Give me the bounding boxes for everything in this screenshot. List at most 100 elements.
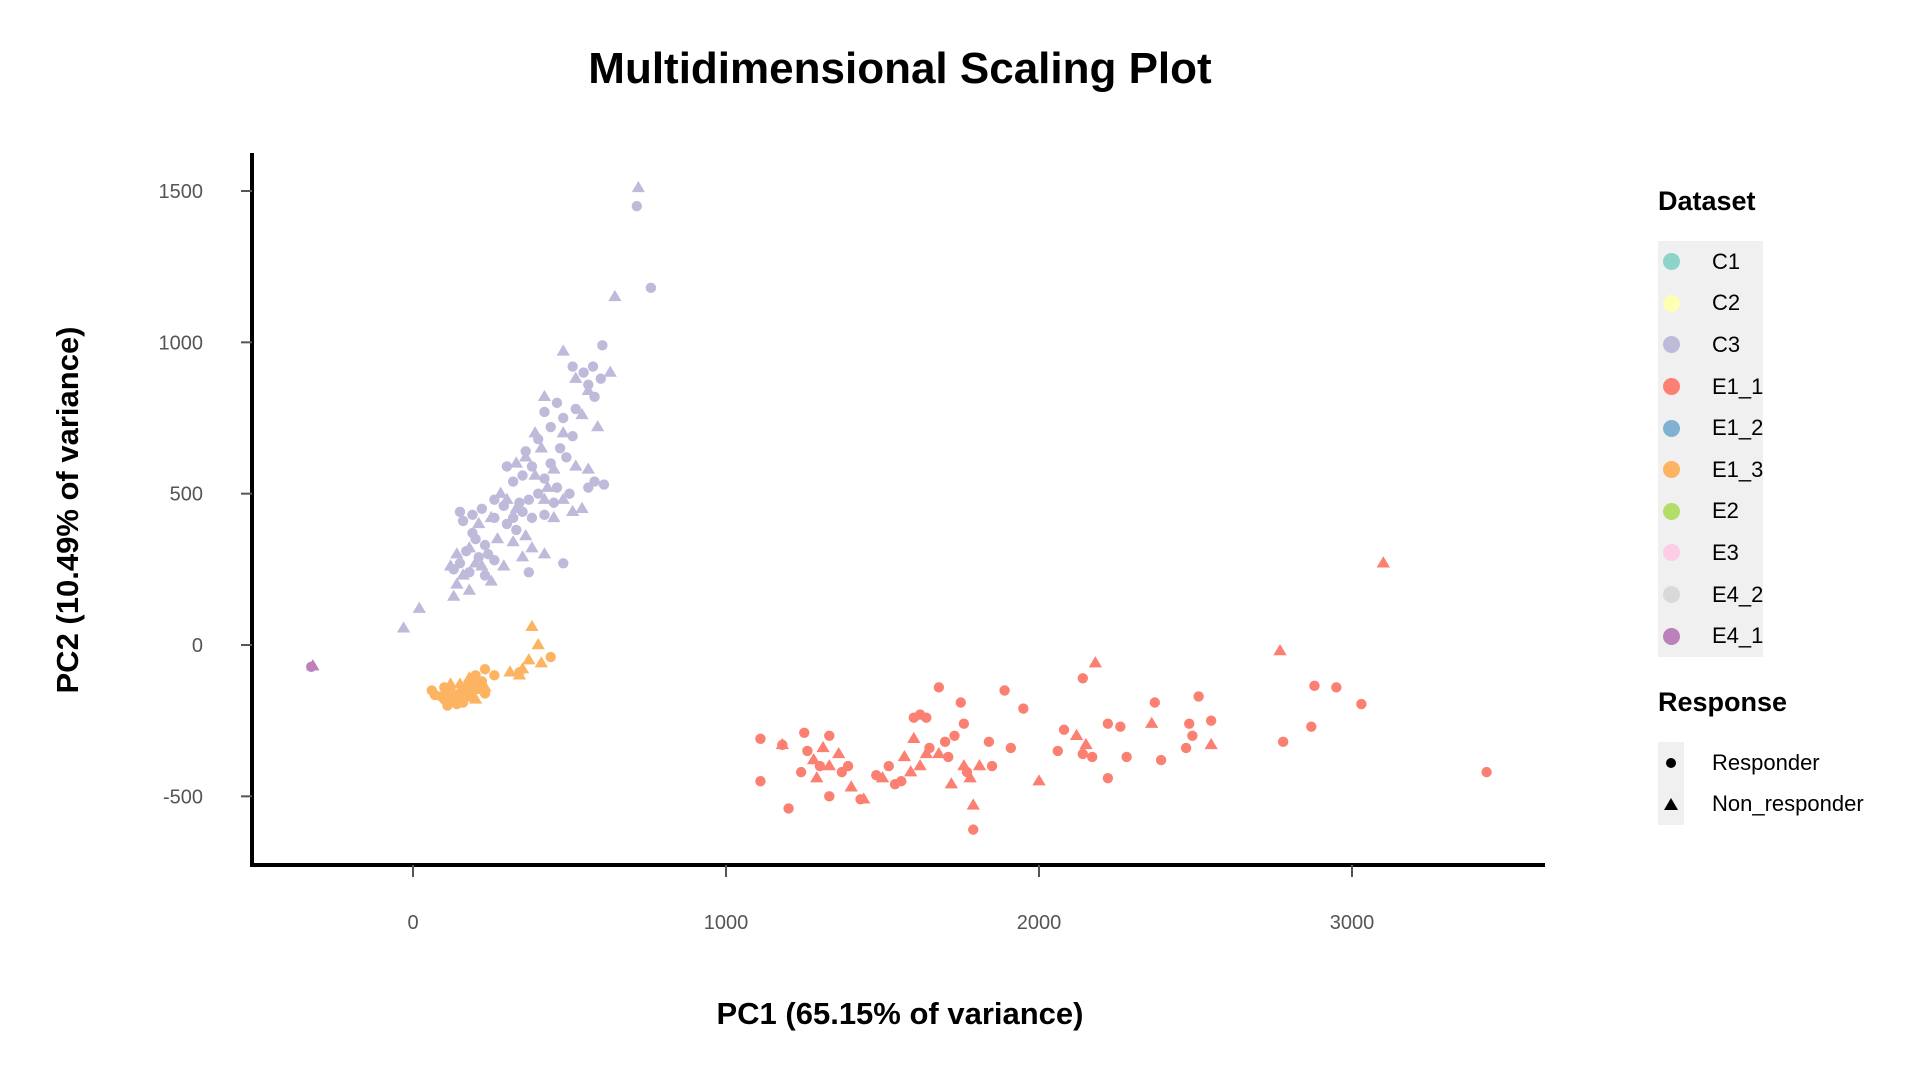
data-point-responder (467, 527, 478, 539)
legend-item-e1-2: E1_2 (1658, 407, 1763, 449)
legend-swatch (1658, 783, 1684, 826)
data-point-responder (567, 361, 578, 372)
y-tick-label: -500 (163, 786, 203, 808)
legend-item-e2: E2 (1658, 490, 1763, 533)
data-point-responder (545, 651, 556, 663)
data-point-non-responder (525, 619, 539, 632)
data-point-responder (476, 503, 488, 514)
data-point-responder (479, 570, 491, 581)
data-point-non-responder (932, 746, 946, 759)
y-axis-title: PC2 (10.49% of variance) (50, 326, 85, 693)
legend-label: E2 (1712, 498, 1739, 524)
data-point-responder (1149, 697, 1161, 708)
legend-item-responder: Responder (1658, 741, 1898, 784)
legend-swatch (1658, 741, 1684, 784)
data-point-responder (551, 397, 563, 409)
legend-dot-icon (1662, 294, 1680, 312)
data-point-non-responder (472, 516, 486, 529)
data-point-non-responder (603, 365, 617, 377)
legend-title-dataset: Dataset (1658, 186, 1756, 216)
data-point-responder (968, 824, 979, 835)
data-point-responder (482, 549, 494, 560)
data-point-non-responder (957, 759, 971, 771)
data-point-non-responder (475, 559, 489, 571)
data-point-responder (567, 430, 578, 442)
legend-swatch (1658, 448, 1684, 491)
data-point-non-responder (1145, 716, 1159, 728)
legend-dot-icon (1662, 502, 1680, 520)
data-point-non-responder (456, 568, 470, 580)
data-point-responder (783, 803, 794, 814)
data-point-responder (442, 700, 453, 711)
legend-label: E1_1 (1712, 373, 1764, 399)
data-point-non-responder (447, 589, 461, 601)
data-point-responder (1277, 736, 1289, 748)
legend-label: C1 (1712, 248, 1741, 274)
data-point-responder (558, 412, 569, 424)
data-point-non-responder (478, 680, 492, 692)
data-point-non-responder (484, 574, 498, 586)
data-point-non-responder (844, 780, 858, 792)
legend-swatch (1658, 532, 1684, 574)
legend-item-e4-1: E4_1 (1658, 615, 1763, 657)
data-point-non-responder (1204, 737, 1218, 750)
data-point-responder (479, 664, 491, 675)
data-point-responder (1331, 682, 1342, 693)
data-point-responder (457, 515, 469, 527)
data-point-responder (1102, 772, 1114, 784)
data-point-responder (589, 476, 600, 487)
data-point-responder (1077, 673, 1089, 684)
data-point-non-responder (497, 559, 511, 571)
data-point-non-responder (919, 746, 933, 759)
data-point-responder (1205, 715, 1217, 726)
legend-item-e4-2: E4_2 (1658, 573, 1764, 616)
data-point-responder (943, 751, 954, 763)
data-point-responder (501, 461, 513, 472)
data-point-non-responder (519, 529, 533, 541)
data-point-non-responder (450, 547, 464, 559)
data-point-non-responder (581, 462, 595, 474)
data-point-responder (558, 558, 569, 569)
data-point-non-responder (575, 407, 589, 420)
data-point-responder (526, 512, 538, 524)
legend-dot-icon (1662, 419, 1680, 437)
data-point-responder (1005, 742, 1017, 754)
data-point-non-responder (462, 541, 476, 553)
legend-item-non-responder: Non_responder (1658, 783, 1898, 826)
triangle-icon (1664, 798, 1678, 811)
data-point-non-responder (396, 621, 411, 633)
data-point-non-responder (537, 389, 552, 402)
data-point-non-responder (484, 510, 498, 523)
data-point-responder (517, 470, 528, 481)
data-point-responder (802, 745, 813, 757)
response-legend-items: Responder Non_responder (1658, 741, 1898, 826)
data-point-responder (587, 361, 599, 372)
legend-label: E4_2 (1712, 581, 1764, 607)
data-point-non-responder (531, 638, 545, 650)
data-point-responder (598, 479, 610, 490)
data-point-responder (999, 685, 1010, 696)
legend-title-response: Response (1658, 686, 1788, 717)
data-point-responder (921, 712, 932, 723)
data-point-non-responder (1079, 737, 1093, 750)
legend-item-c2: C2 (1658, 282, 1763, 325)
data-point-responder (554, 443, 566, 454)
data-point-non-responder (963, 771, 977, 783)
data-point-responder (1306, 721, 1317, 732)
data-point-responder (645, 282, 657, 294)
legend-dot-icon (1662, 253, 1680, 271)
legend-dot-icon (1662, 627, 1680, 645)
x-axis-title: PC1 (65.15% of variance) (716, 996, 1083, 1031)
data-point-responder (526, 461, 538, 472)
data-point-non-responder (512, 668, 527, 680)
data-point-non-responder (500, 492, 514, 504)
data-point-responder (1087, 751, 1098, 763)
data-point-non-responder (540, 480, 555, 492)
data-point-non-responder (509, 501, 523, 513)
data-point-non-responder (537, 492, 552, 504)
chart-title: Multidimensional Scaling Plot (588, 44, 1212, 93)
legend-label: Non_responder (1712, 791, 1864, 817)
data-point-non-responder (966, 798, 980, 810)
y-tick-label: 1500 (159, 181, 204, 203)
